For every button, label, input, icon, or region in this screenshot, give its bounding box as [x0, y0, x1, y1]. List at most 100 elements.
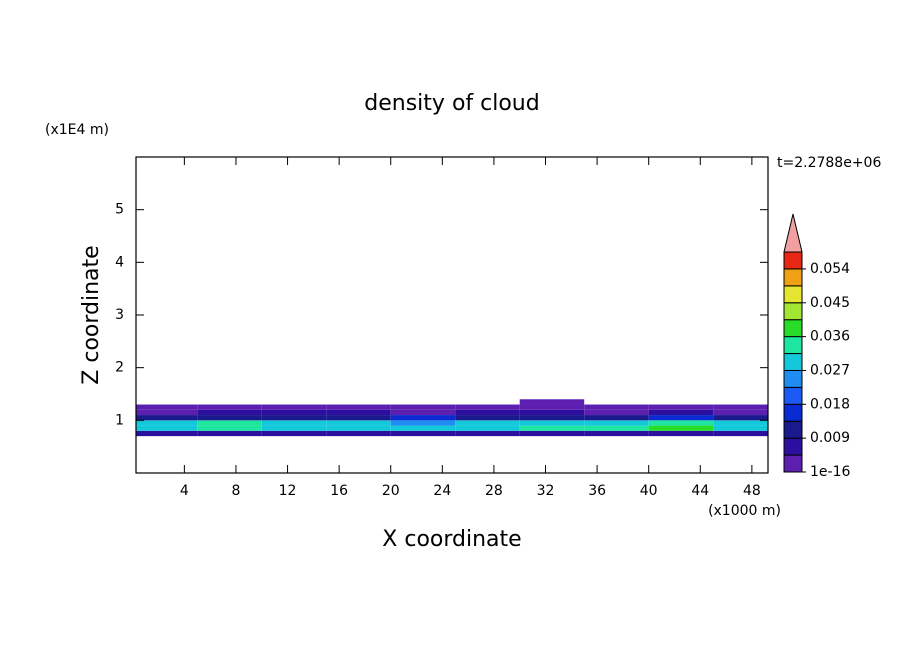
field-cell: [455, 420, 520, 426]
field-cell: [197, 415, 262, 421]
field-cell: [455, 404, 520, 410]
field-cell: [261, 430, 327, 437]
colorbar-box: [783, 403, 803, 422]
field-cell: [136, 409, 198, 416]
x-tick-label: 16: [330, 483, 348, 499]
field-cell: [326, 399, 390, 404]
x-tick-label: 40: [640, 483, 658, 499]
colorbar-box: [783, 302, 803, 321]
colorbar-box: [783, 285, 803, 304]
field-cell: [262, 399, 326, 404]
field-cell: [197, 425, 262, 431]
field-cell: [136, 425, 198, 431]
colorbar-box: [783, 353, 803, 371]
field-cell: [326, 409, 391, 416]
field-cell: [455, 430, 520, 437]
colorbar-extend: [783, 213, 803, 253]
colorbar-label: 1e-16: [810, 464, 850, 480]
field-cell: [197, 399, 261, 404]
field-cell: [584, 404, 649, 410]
field-cell: [713, 425, 768, 431]
x-tick-label: 20: [382, 483, 400, 499]
colorbar-label: 0.054: [810, 261, 850, 277]
field-cell: [391, 399, 455, 404]
field-cell: [197, 430, 262, 437]
x-tick-label: 36: [588, 483, 606, 499]
field-cell: [136, 404, 198, 410]
field-cell: [584, 399, 648, 404]
colorbar-box: [783, 251, 803, 270]
field-cell: [713, 404, 768, 410]
x-tick-label: 44: [691, 483, 709, 499]
field-cell: [390, 420, 456, 426]
field-cell: [584, 420, 649, 426]
colorbar-box: [783, 437, 803, 456]
x-tick-label: 8: [231, 483, 240, 499]
colorbar-box: [783, 336, 803, 355]
time-annotation: t=2.2788e+06: [777, 155, 881, 171]
field-cell: [390, 430, 456, 437]
field-cell: [261, 404, 327, 410]
colorbar-label: 0.018: [810, 396, 850, 412]
field-cell: [455, 409, 520, 416]
field-cell: [713, 399, 768, 404]
field-cell: [648, 409, 714, 416]
field-cell: [713, 420, 768, 426]
field-cell: [390, 425, 456, 431]
field-cell: [713, 415, 768, 421]
field-cell: [455, 415, 520, 421]
field-cell: [455, 399, 519, 404]
field-cell: [584, 425, 649, 431]
colorbar-label: 0.009: [810, 430, 850, 446]
field-cell: [326, 430, 391, 437]
field-cell: [390, 415, 456, 421]
x-unit: (x1000 m): [708, 503, 781, 519]
field-cell: [136, 399, 197, 404]
field-cell: [326, 420, 391, 426]
field-cell: [584, 430, 649, 437]
field-cell: [584, 415, 649, 421]
colorbar-label: 0.045: [810, 295, 850, 311]
colorbar-label: 0.027: [810, 362, 850, 378]
field-cell: [261, 420, 327, 426]
field-cell: [713, 430, 768, 437]
y-tick-label: 3: [115, 307, 124, 323]
x-tick-label: 48: [743, 483, 761, 499]
field-cell: [261, 425, 327, 431]
field-cell: [519, 415, 585, 421]
field-cell: [390, 404, 456, 410]
field-cell: [390, 409, 456, 416]
colorbar-box: [783, 319, 803, 338]
x-tick-label: 4: [180, 483, 189, 499]
field-cell: [649, 399, 713, 404]
field-cell: [519, 409, 585, 416]
field-cell: [136, 430, 198, 437]
field-cell: [326, 404, 391, 410]
x-tick-label: 24: [433, 483, 451, 499]
field-cell: [713, 409, 768, 416]
field-cell: [584, 409, 649, 416]
colorbar-box: [783, 268, 803, 287]
field-cell: [261, 415, 327, 421]
chart-title: density of cloud: [364, 91, 539, 116]
field-cell: [326, 425, 391, 431]
field-cell: [519, 420, 585, 426]
y-axis-label: Z coordinate: [79, 245, 104, 384]
y-tick-label: 4: [115, 254, 124, 270]
y-tick-label: 2: [115, 360, 124, 376]
field-cell: [261, 409, 327, 416]
colorbar-box: [783, 420, 803, 439]
colorbar-box: [783, 386, 803, 405]
field-cell: [455, 425, 520, 431]
field-cell: [326, 415, 391, 421]
field-cell: [519, 404, 585, 410]
field-cell: [136, 415, 198, 421]
x-axis-label: X coordinate: [382, 527, 521, 552]
field-cell: [197, 409, 262, 416]
field-cell: [648, 425, 714, 431]
field-cell: [648, 430, 714, 437]
field-cell: [648, 415, 714, 421]
x-tick-label: 12: [279, 483, 297, 499]
y-tick-label: 5: [115, 202, 124, 218]
field-cell: [519, 399, 585, 405]
